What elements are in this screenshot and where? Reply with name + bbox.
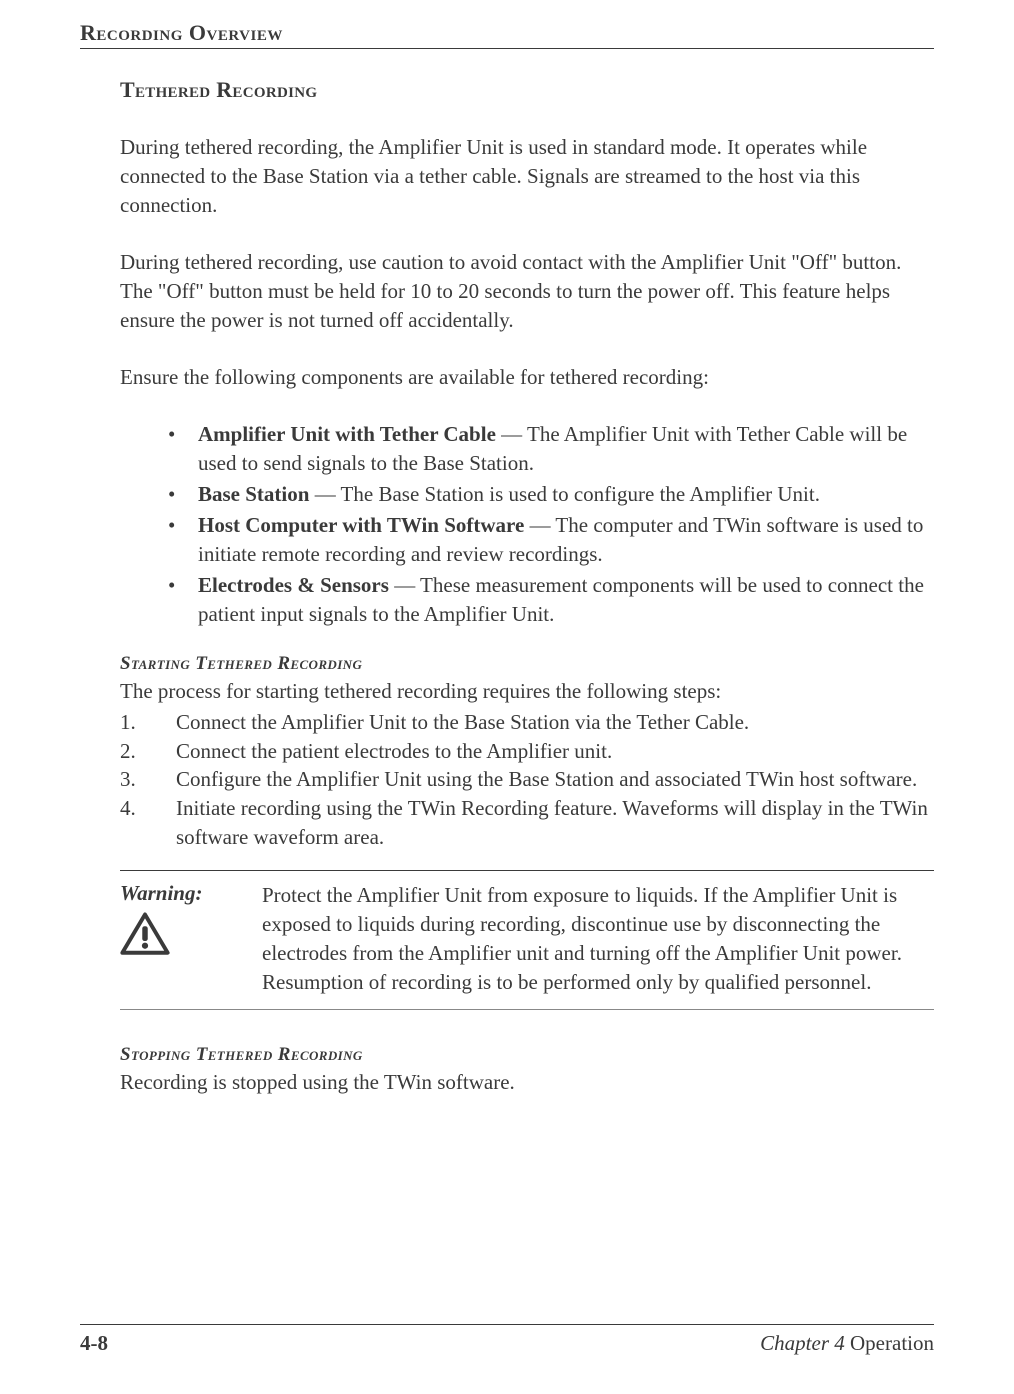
warning-triangle-icon: [120, 912, 170, 956]
chapter-label: Chapter 4 Operation: [760, 1331, 934, 1356]
component-list: Amplifier Unit with Tether Cable — The A…: [168, 420, 934, 629]
step-item: Connect the patient electrodes to the Am…: [120, 737, 934, 766]
list-term: Base Station: [198, 482, 309, 506]
paragraph: During tethered recording, the Amplifier…: [120, 133, 934, 220]
list-item: Base Station — The Base Station is used …: [168, 480, 934, 509]
paragraph: During tethered recording, use caution t…: [120, 248, 934, 335]
warning-label-column: Warning:: [120, 881, 250, 997]
list-item: Amplifier Unit with Tether Cable — The A…: [168, 420, 934, 478]
paragraph: Ensure the following components are avai…: [120, 363, 934, 392]
section-head-tethered: Tethered Recording: [120, 77, 934, 103]
running-head: Recording Overview: [80, 20, 934, 49]
warning-box: Warning: Protect the Amplifier Unit from…: [120, 870, 934, 1010]
list-term: Amplifier Unit with Tether Cable: [198, 422, 496, 446]
step-item: Configure the Amplifier Unit using the B…: [120, 765, 934, 794]
step-item: Connect the Amplifier Unit to the Base S…: [120, 708, 934, 737]
chapter-plain: Operation: [845, 1331, 934, 1355]
list-term: Electrodes & Sensors: [198, 573, 389, 597]
list-term: Host Computer with TWin Software: [198, 513, 524, 537]
step-item: Initiate recording using the TWin Record…: [120, 794, 934, 852]
subhead-stopping: Stopping Tethered Recording: [120, 1044, 934, 1066]
paragraph: The process for starting tethered record…: [120, 677, 934, 706]
steps-list: Connect the Amplifier Unit to the Base S…: [120, 708, 934, 853]
list-item: Electrodes & Sensors — These measurement…: [168, 571, 934, 629]
chapter-italic: Chapter 4: [760, 1331, 845, 1355]
paragraph: Recording is stopped using the TWin soft…: [120, 1068, 934, 1097]
page-number: 4-8: [80, 1331, 108, 1356]
warning-label: Warning:: [120, 881, 250, 906]
page-body: Recording Overview Tethered Recording Du…: [0, 0, 1014, 1310]
list-desc: — The Base Station is used to configure …: [309, 482, 820, 506]
list-item: Host Computer with TWin Software — The c…: [168, 511, 934, 569]
warning-text: Protect the Amplifier Unit from exposure…: [262, 881, 934, 997]
page-footer: 4-8 Chapter 4 Operation: [80, 1324, 934, 1356]
subhead-starting: Starting Tethered Recording: [120, 653, 934, 675]
